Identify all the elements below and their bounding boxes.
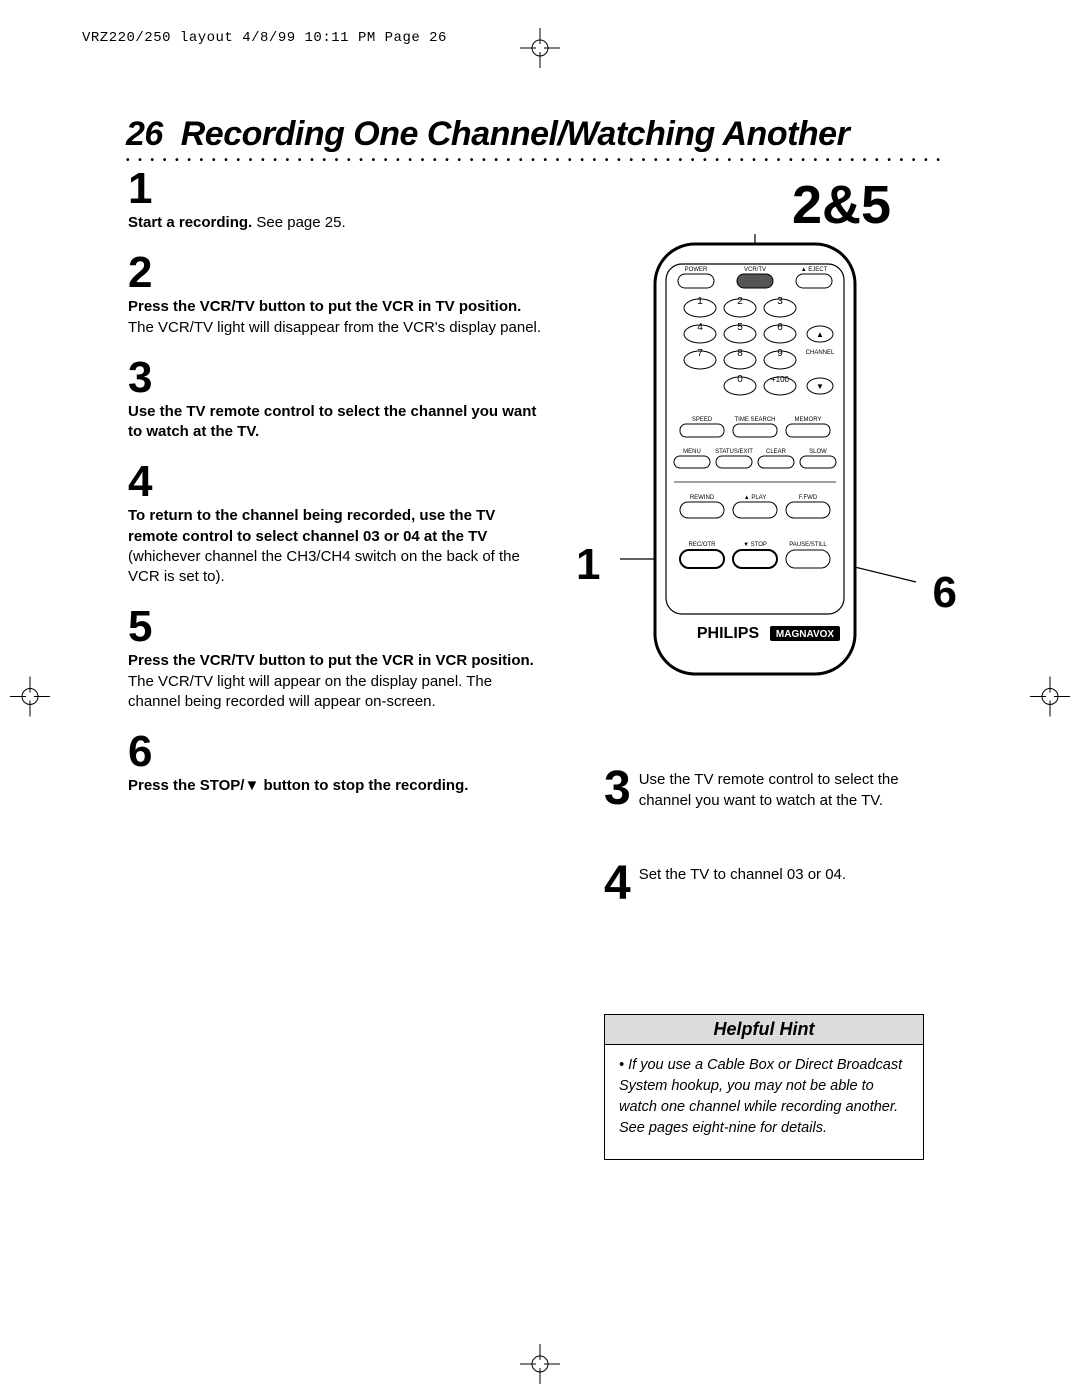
svg-text:9: 9 [777,348,783,359]
svg-text:REC/OTR: REC/OTR [689,542,717,548]
step-number: 3 [128,356,548,400]
svg-text:▲: ▲ [816,330,824,339]
svg-text:+100: +100 [771,375,790,384]
dotted-rule: • • • • • • • • • • • • • • • • • • • • … [126,155,946,166]
svg-text:REWIND: REWIND [690,495,715,501]
svg-text:7: 7 [697,348,703,359]
crop-mark-left [10,676,50,721]
step-number: 2 [128,251,548,295]
svg-text:▲ EJECT: ▲ EJECT [801,267,828,273]
svg-text:1: 1 [697,296,703,307]
svg-text:SPEED: SPEED [692,417,713,423]
steps-column: 1 Start a recording. See page 25. 2 Pres… [128,167,548,814]
svg-text:STATUS/EXIT: STATUS/EXIT [715,449,753,455]
svg-text:PHILIPS: PHILIPS [697,625,760,642]
hint-title: Helpful Hint [605,1015,923,1045]
crop-mark-bottom [520,1344,560,1389]
svg-text:TIME SEARCH: TIME SEARCH [734,417,775,423]
side-number: 4 [604,860,631,908]
step-6: 6 Press the STOP/▼ button to stop the re… [128,730,548,796]
svg-text:8: 8 [737,348,743,359]
svg-text:2: 2 [737,296,743,307]
svg-text:0: 0 [737,374,743,385]
step-number: 1 [128,167,548,211]
page-number: 26 [126,115,163,153]
step-number: 6 [128,730,548,774]
page-title: Recording One Channel/Watching Another [181,115,850,153]
step-4: 4 To return to the channel being recorde… [128,460,548,587]
side-number: 3 [604,765,631,813]
step-1: 1 Start a recording. See page 25. [128,167,548,233]
side-note-3: 3 Use the TV remote control to select th… [604,765,934,813]
remote-icon: POWER VCR/TV ▲ EJECT 1 2 3 4 5 6 ▲ 7 8 9… [620,234,920,754]
svg-text:6: 6 [777,322,783,333]
step-number: 4 [128,460,548,504]
svg-text:▲ PLAY: ▲ PLAY [744,495,767,501]
svg-text:5: 5 [737,322,743,333]
callout-1: 1 [576,540,600,590]
side-text: Use the TV remote control to select the … [639,765,934,811]
step-body: Start a recording. See page 25. [128,213,548,233]
side-text: Set the TV to channel 03 or 04. [639,860,846,885]
step-body: Use the TV remote control to select the … [128,402,548,443]
step-2: 2 Press the VCR/TV button to put the VCR… [128,251,548,338]
svg-text:MAGNAVOX: MAGNAVOX [776,629,834,640]
svg-text:CLEAR: CLEAR [766,449,787,455]
svg-text:3: 3 [777,296,783,307]
step-body: Press the STOP/▼ button to stop the reco… [128,776,548,796]
svg-text:CHANNEL: CHANNEL [806,350,835,356]
svg-text:POWER: POWER [685,267,708,273]
hint-body: If you use a Cable Box or Direct Broadca… [605,1045,923,1159]
svg-text:PAUSE/STILL: PAUSE/STILL [789,542,827,548]
crop-mark-right [1030,676,1070,721]
callout-6: 6 [933,568,957,618]
step-number: 5 [128,605,548,649]
step-body: Press the VCR/TV button to put the VCR i… [128,651,548,712]
helpful-hint-box: Helpful Hint If you use a Cable Box or D… [604,1014,924,1160]
print-slug: VRZ220/250 layout 4/8/99 10:11 PM Page 2… [82,30,447,46]
callout-2-and-5: 2&5 [792,174,891,236]
svg-text:F.FWD: F.FWD [799,495,818,501]
crop-mark-top [520,28,560,73]
svg-text:▼ STOP: ▼ STOP [743,542,767,548]
step-5: 5 Press the VCR/TV button to put the VCR… [128,605,548,712]
page-heading: 26 Recording One Channel/Watching Anothe… [126,115,849,154]
svg-text:SLOW: SLOW [809,449,827,455]
side-note-4: 4 Set the TV to channel 03 or 04. [604,860,934,908]
step-3: 3 Use the TV remote control to select th… [128,356,548,443]
svg-text:▼: ▼ [816,382,824,391]
svg-text:MENU: MENU [683,449,701,455]
svg-text:4: 4 [697,322,703,333]
step-body: Press the VCR/TV button to put the VCR i… [128,297,548,338]
svg-text:VCR/TV: VCR/TV [744,267,766,273]
step-body: To return to the channel being recorded,… [128,506,548,587]
svg-text:MEMORY: MEMORY [795,417,822,423]
